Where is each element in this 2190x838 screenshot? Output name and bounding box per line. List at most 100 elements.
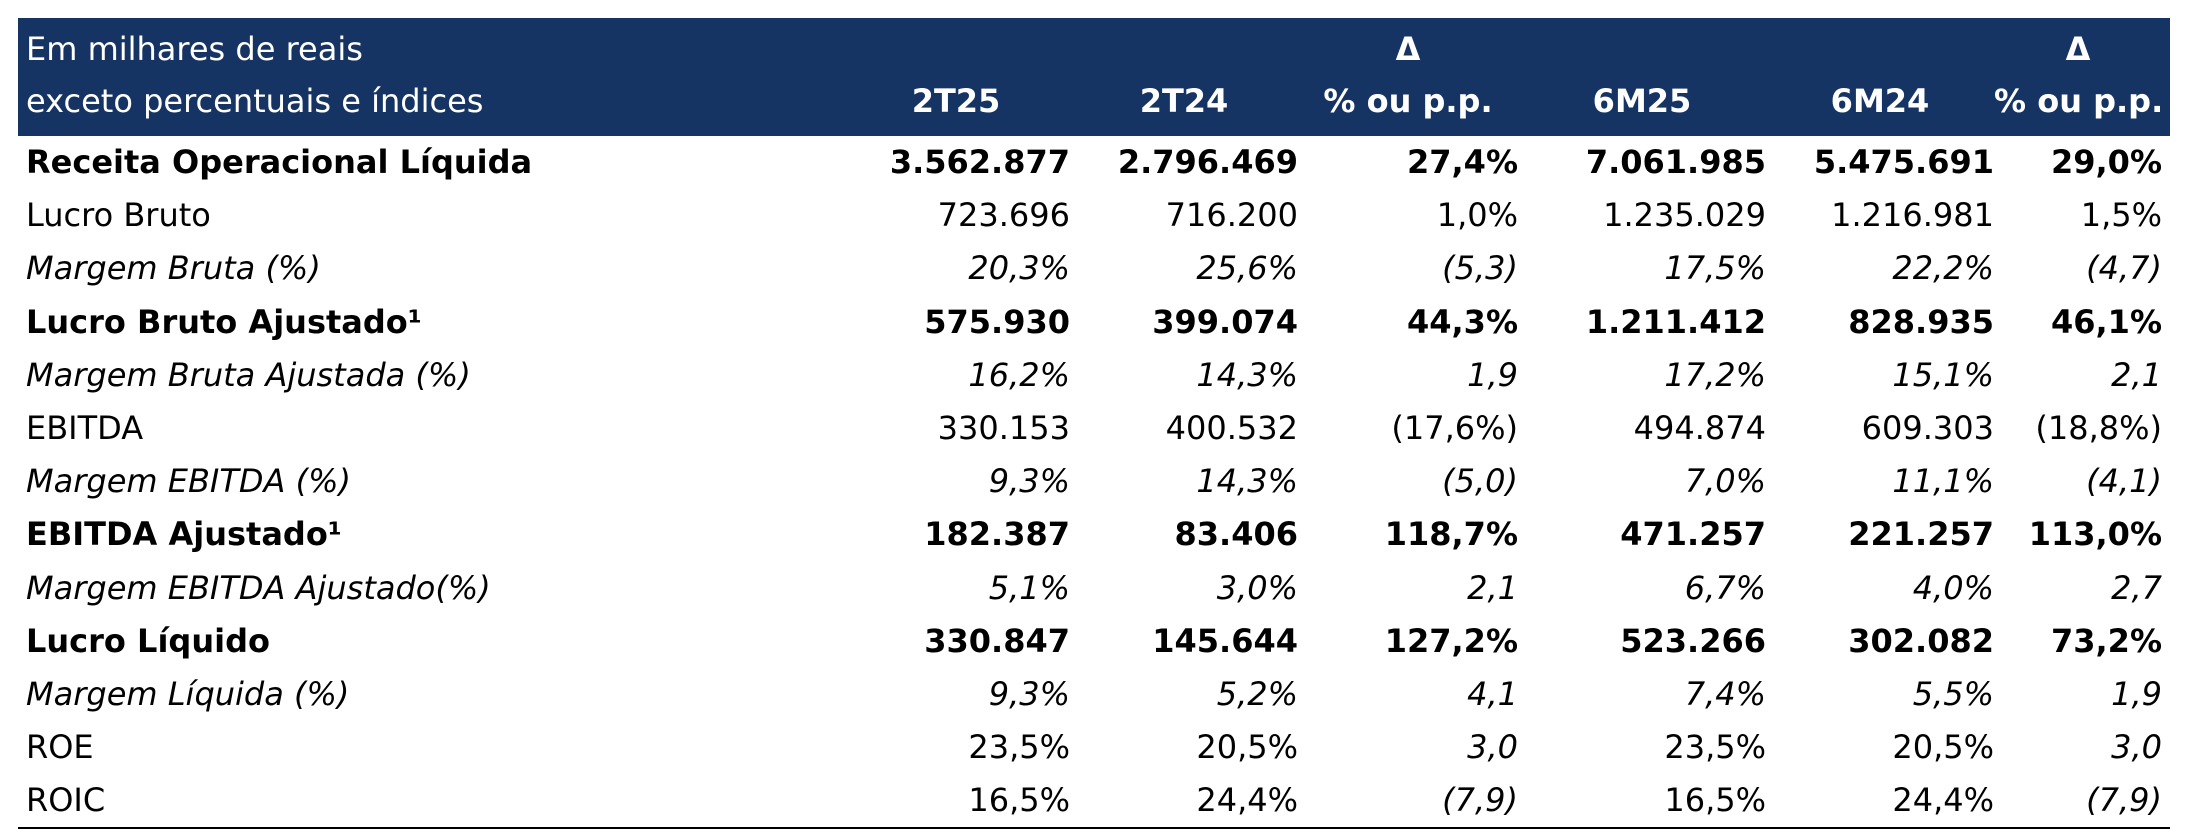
cell-2t25: 3.562.877 — [889, 143, 1070, 181]
row-label: Receita Operacional Líquida — [26, 143, 533, 181]
financial-summary-table: Em milhares de reais Δ Δ exceto percentu… — [18, 18, 2170, 830]
row-label: Lucro Líquido — [26, 621, 270, 660]
cell-delta-semester: 2,7 — [2111, 568, 2162, 607]
cell-delta-quarter: 127,2% — [1384, 621, 1518, 660]
column-header-6m24: 6M24 — [1830, 82, 1930, 120]
cell-delta-quarter: (7,9) — [1442, 781, 1518, 820]
cell-2t24: 20,5% — [1196, 728, 1298, 767]
table-row: ROIC 16,5% 24,4% (7,9) 16,5% 24,4% (7,9) — [18, 774, 2170, 827]
row-label: ROIC — [26, 781, 106, 820]
cell-2t24: 399.074 — [1152, 302, 1298, 341]
column-header-delta-quarter: % ou p.p. — [1323, 82, 1493, 120]
table-row: ROE 23,5% 20,5% 3,0 23,5% 20,5% 3,0 — [18, 721, 2170, 774]
cell-2t25: 16,2% — [968, 355, 1070, 394]
cell-6m24: 11,1% — [1892, 462, 1994, 501]
delta-symbol-quarter: Δ — [1395, 30, 1421, 68]
cell-delta-quarter: 4,1 — [1467, 674, 1518, 713]
cell-2t24: 83.406 — [1174, 515, 1298, 554]
table-row: Margem Bruta Ajustada (%) 16,2% 14,3% 1,9 17… — [18, 349, 2170, 402]
cell-6m25: 7,4% — [1684, 674, 1766, 713]
cell-delta-semester: 113,0% — [2028, 515, 2162, 554]
cell-6m25: 494.874 — [1633, 408, 1766, 447]
cell-delta-quarter: 3,0 — [1467, 728, 1518, 767]
cell-2t25: 20,3% — [968, 249, 1070, 288]
cell-6m25: 7.061.985 — [1585, 143, 1766, 181]
cell-2t24: 716.200 — [1165, 196, 1298, 235]
cell-6m25: 17,5% — [1664, 249, 1766, 288]
cell-2t24: 25,6% — [1196, 249, 1298, 288]
cell-delta-semester: 46,1% — [2050, 302, 2162, 341]
row-label: Margem Bruta Ajustada (%) — [26, 355, 471, 394]
cell-6m24: 609.303 — [1861, 408, 1994, 447]
cell-2t24: 5,2% — [1216, 674, 1298, 713]
cell-6m25: 23,5% — [1664, 728, 1766, 767]
cell-6m24: 828.935 — [1848, 302, 1994, 341]
cell-6m25: 471.257 — [1620, 515, 1766, 554]
table-row: Margem EBITDA (%) 9,3% 14,3% (5,0) 7,0% 11,1%… — [18, 455, 2170, 508]
cell-2t25: 5,1% — [988, 568, 1070, 607]
cell-delta-quarter: 1,9 — [1467, 355, 1518, 394]
row-label: Lucro Bruto — [26, 196, 211, 235]
cell-2t25: 330.847 — [924, 621, 1070, 660]
cell-delta-quarter: (5,0) — [1442, 462, 1518, 501]
header-row-2: exceto percentuais e índices 2T25 2T24 %… — [18, 74, 2170, 128]
cell-6m25: 16,5% — [1664, 781, 1766, 820]
cell-delta-quarter: 27,4% — [1406, 143, 1518, 181]
cell-2t24: 3,0% — [1216, 568, 1298, 607]
cell-2t24: 14,3% — [1196, 355, 1298, 394]
cell-6m24: 5,5% — [1912, 674, 1994, 713]
cell-6m25: 17,2% — [1664, 355, 1766, 394]
cell-delta-quarter: 44,3% — [1406, 302, 1518, 341]
row-label: Margem EBITDA (%) — [26, 462, 351, 501]
column-header-delta-semester: % ou p.p. — [1994, 82, 2164, 120]
cell-6m24: 302.082 — [1848, 621, 1994, 660]
cell-2t24: 24,4% — [1196, 781, 1298, 820]
cell-6m24: 4,0% — [1912, 568, 1994, 607]
cell-2t24: 2.796.469 — [1117, 143, 1298, 181]
cell-2t25: 575.930 — [924, 302, 1070, 341]
cell-6m24: 5.475.691 — [1813, 143, 1994, 181]
cell-2t24: 145.644 — [1152, 621, 1298, 660]
table-row: Lucro Bruto 723.696 716.200 1,0% 1.235.029 1.… — [18, 189, 2170, 242]
table-row: Margem Bruta (%) 20,3% 25,6% (5,3) 17,5% 22,2… — [18, 242, 2170, 295]
column-header-6m25: 6M25 — [1592, 82, 1692, 120]
cell-delta-semester: (4,7) — [2086, 249, 2162, 288]
table-bottom-rule — [18, 827, 2170, 830]
cell-2t25: 16,5% — [968, 781, 1070, 820]
cell-2t24: 14,3% — [1196, 462, 1298, 501]
cell-6m24: 20,5% — [1892, 728, 1994, 767]
cell-6m25: 1.235.029 — [1603, 196, 1766, 235]
row-label: EBITDA Ajustado¹ — [26, 515, 342, 554]
column-header-2t24: 2T24 — [1139, 82, 1229, 120]
row-label: Margem EBITDA Ajustado(%) — [26, 568, 491, 607]
table-row: Lucro Líquido 330.847 145.644 127,2% 523.266… — [18, 615, 2170, 668]
cell-2t25: 9,3% — [988, 674, 1070, 713]
table-row: Margem Líquida (%) 9,3% 5,2% 4,1 7,4% 5,5% 1,9 — [18, 668, 2170, 721]
table-row: EBITDA 330.153 400.532 (17,6%) 494.874 609.30… — [18, 402, 2170, 455]
cell-delta-semester: (4,1) — [2086, 462, 2162, 501]
cell-6m25: 6,7% — [1684, 568, 1766, 607]
cell-6m25: 7,0% — [1684, 462, 1766, 501]
cell-6m25: 523.266 — [1620, 621, 1766, 660]
cell-2t25: 9,3% — [988, 462, 1070, 501]
cell-delta-semester: 1,5% — [2080, 196, 2162, 235]
delta-symbol-semester: Δ — [2065, 30, 2091, 68]
table-row: Lucro Bruto Ajustado¹ 575.930 399.074 44,3%… — [18, 296, 2170, 349]
cell-2t25: 23,5% — [968, 728, 1070, 767]
cell-6m24: 221.257 — [1848, 515, 1994, 554]
cell-delta-semester: 73,2% — [2050, 621, 2162, 660]
cell-delta-semester: (7,9) — [2086, 781, 2162, 820]
column-header-2t25: 2T25 — [911, 82, 1001, 120]
cell-6m24: 1.216.981 — [1831, 196, 1994, 235]
cell-delta-quarter: (17,6%) — [1391, 408, 1518, 447]
cell-delta-semester: 29,0% — [2050, 143, 2162, 181]
row-label: Margem Bruta (%) — [26, 249, 321, 288]
cell-2t25: 723.696 — [937, 196, 1070, 235]
row-label: ROE — [26, 728, 94, 767]
cell-6m24: 15,1% — [1892, 355, 1994, 394]
cell-2t25: 182.387 — [924, 515, 1070, 554]
cell-delta-quarter: 118,7% — [1384, 515, 1518, 554]
cell-delta-semester: 2,1 — [2111, 355, 2162, 394]
cell-2t25: 330.153 — [937, 408, 1070, 447]
header-units-label: Em milhares de reais — [26, 30, 363, 68]
